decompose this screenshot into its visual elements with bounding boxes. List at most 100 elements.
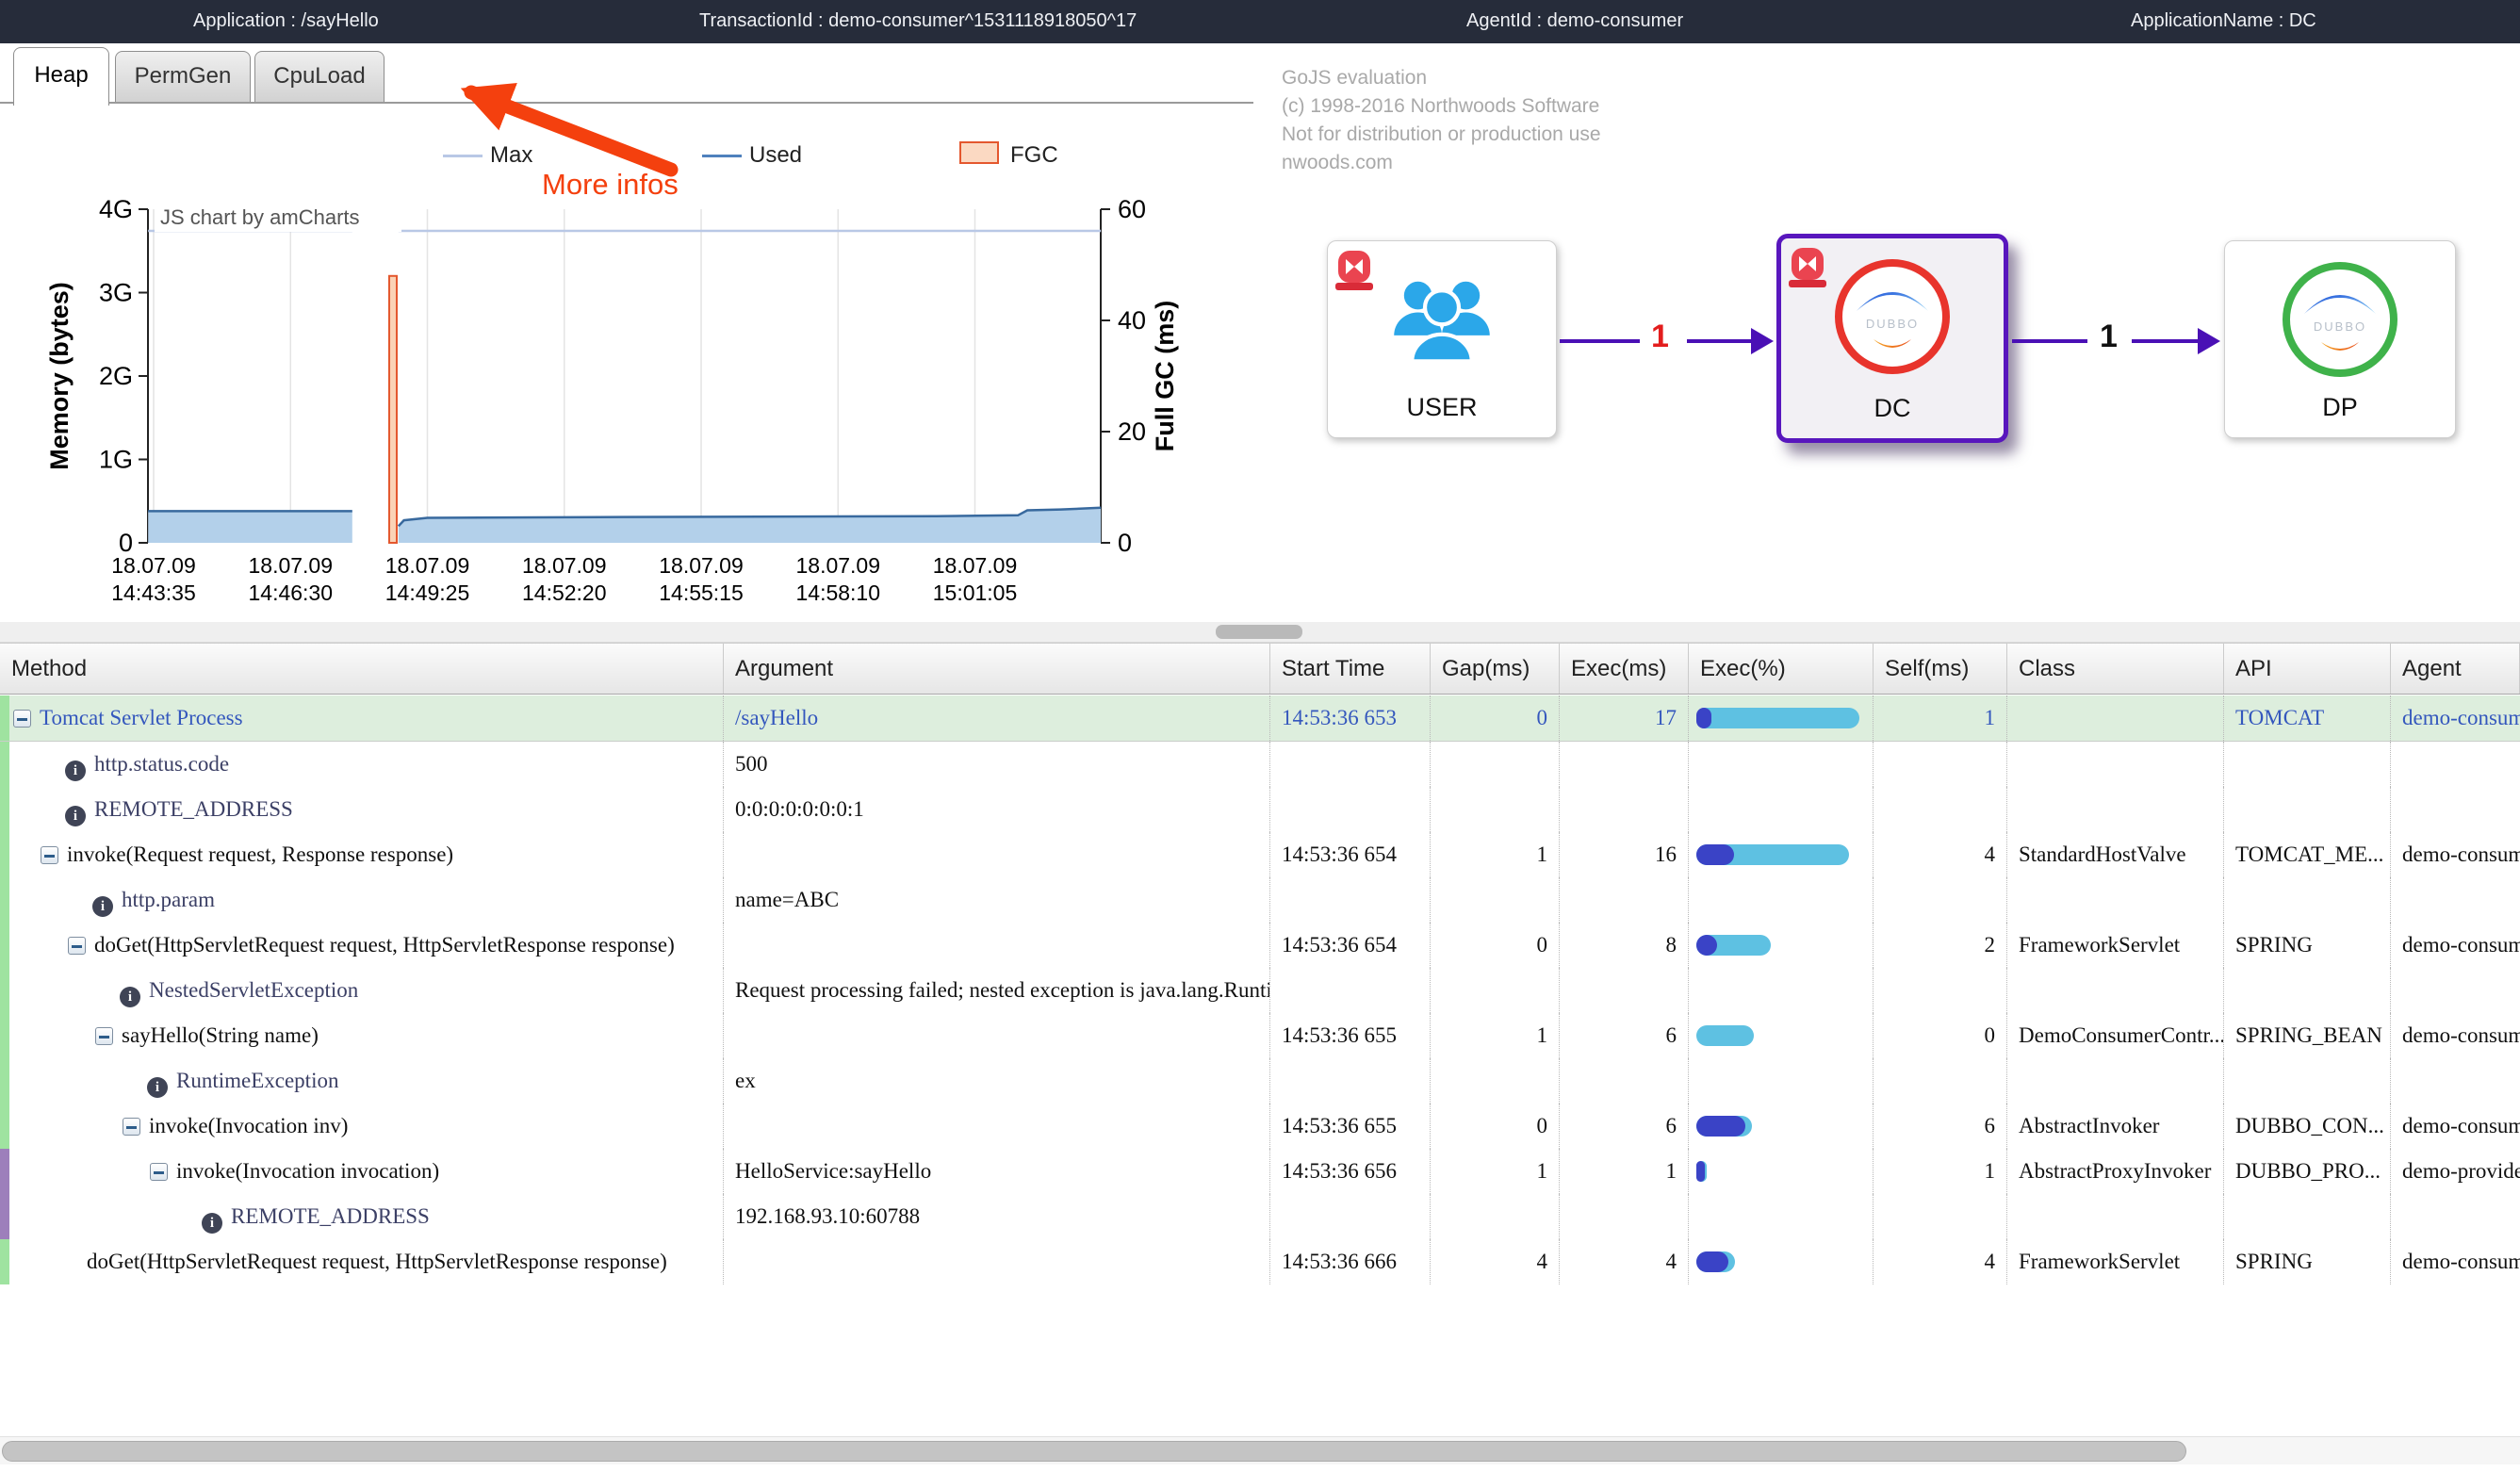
column-header-gap-ms-[interactable]: Gap(ms) bbox=[1431, 644, 1560, 694]
cell-agent bbox=[2391, 968, 2520, 1013]
exec-self-bar bbox=[1696, 1161, 1705, 1182]
agent-color-strip bbox=[0, 832, 9, 877]
legend-item-fgc[interactable]: FGC bbox=[1010, 142, 1058, 168]
cell-gap: 0 bbox=[1431, 1104, 1560, 1149]
table-row[interactable]: i REMOTE_ADDRESS 0:0:0:0:0:0:0:1 bbox=[0, 787, 2520, 832]
table-row[interactable]: doGet(HttpServletRequest request, HttpSe… bbox=[0, 1239, 2520, 1284]
table-row[interactable]: doGet(HttpServletRequest request, HttpSe… bbox=[0, 923, 2520, 968]
dubbo-logo-green-ring: DUBBO bbox=[2283, 262, 2397, 377]
dubbo-logo: DUBBO bbox=[2304, 295, 2376, 351]
legend-item-max[interactable]: Max bbox=[490, 142, 533, 168]
cell-method: i http.param bbox=[0, 877, 724, 923]
cell-gap: 0 bbox=[1431, 923, 1560, 968]
cell-exec-percent bbox=[1689, 787, 1874, 832]
cell-exec bbox=[1560, 787, 1689, 832]
svg-text:60: 60 bbox=[1118, 195, 1146, 223]
table-row[interactable]: invoke(Invocation inv) 14:53:36 655 0 6 6 Abs… bbox=[0, 1104, 2520, 1149]
column-header-api[interactable]: API bbox=[2224, 644, 2391, 694]
svg-text:3G: 3G bbox=[99, 279, 133, 307]
cell-exec-percent bbox=[1689, 877, 1874, 923]
svg-text:18.07.09: 18.07.09 bbox=[385, 553, 470, 578]
cell-exec bbox=[1560, 877, 1689, 923]
table-row[interactable]: Tomcat Servlet Process/sayHello 14:53:36 … bbox=[0, 695, 2520, 742]
cell-exec: 4 bbox=[1560, 1239, 1689, 1284]
svg-text:18.07.09: 18.07.09 bbox=[659, 553, 744, 578]
collapse-expander-icon[interactable] bbox=[13, 710, 31, 728]
node-user[interactable]: USER bbox=[1327, 240, 1557, 438]
table-row[interactable]: invoke(Request request, Response respons… bbox=[0, 832, 2520, 877]
cell-start-time: 14:53:36 653 bbox=[1270, 695, 1431, 741]
cell-start-time bbox=[1270, 968, 1431, 1013]
table-scrollbar-thumb[interactable] bbox=[1216, 625, 1302, 639]
table-row[interactable]: i RuntimeException ex bbox=[0, 1058, 2520, 1104]
cell-exec-percent bbox=[1689, 923, 1874, 968]
table-row[interactable]: i http.status.code 500 bbox=[0, 742, 2520, 787]
tab-heap[interactable]: Heap bbox=[13, 47, 109, 106]
method-label: NestedServletException bbox=[149, 978, 359, 1002]
edge-user-dc bbox=[1687, 339, 1751, 343]
info-icon: i bbox=[202, 1213, 222, 1234]
cell-start-time: 14:53:36 666 bbox=[1270, 1239, 1431, 1284]
column-header-exec-ms-[interactable]: Exec(ms) bbox=[1560, 644, 1689, 694]
cell-class bbox=[2007, 877, 2224, 923]
legend-line-max bbox=[443, 155, 483, 157]
column-header-agent[interactable]: Agent bbox=[2391, 644, 2520, 694]
cell-self: 6 bbox=[1874, 1104, 2007, 1149]
application-name-field: ApplicationName : DC bbox=[2131, 10, 2316, 31]
cell-class bbox=[2007, 968, 2224, 1013]
info-icon: i bbox=[65, 806, 86, 826]
cell-method: i REMOTE_ADDRESS bbox=[0, 787, 724, 832]
column-header-self-ms-[interactable]: Self(ms) bbox=[1874, 644, 2007, 694]
column-header-argument[interactable]: Argument bbox=[724, 644, 1270, 694]
cell-start-time: 14:53:36 656 bbox=[1270, 1149, 1431, 1194]
more-infos-annotation: More infos bbox=[542, 168, 679, 201]
calltree-header-row: Method Argument Start Time Gap(ms) Exec(ms) E… bbox=[0, 643, 2520, 695]
tab-permgen[interactable]: PermGen bbox=[115, 51, 251, 102]
table-row[interactable]: sayHello(String name) 14:53:36 655 1 6 0 Demo… bbox=[0, 1013, 2520, 1058]
column-header-class[interactable]: Class bbox=[2007, 644, 2224, 694]
method-label: invoke(Invocation invocation) bbox=[176, 1159, 440, 1183]
exec-self-bar bbox=[1696, 708, 1711, 728]
page-horizontal-scrollbar[interactable] bbox=[0, 1436, 2520, 1464]
cell-method: i REMOTE_ADDRESS bbox=[0, 1194, 724, 1239]
page-scrollbar-thumb[interactable] bbox=[2, 1441, 2186, 1462]
cell-method: doGet(HttpServletRequest request, HttpSe… bbox=[0, 923, 724, 968]
column-header-start-time[interactable]: Start Time bbox=[1270, 644, 1431, 694]
column-header-exec-[interactable]: Exec(%) bbox=[1689, 644, 1874, 694]
node-dc[interactable]: DUBBO DC bbox=[1776, 234, 2008, 443]
node-dp[interactable]: DUBBO DP bbox=[2224, 240, 2456, 438]
legend-item-used[interactable]: Used bbox=[749, 142, 803, 168]
agent-color-strip bbox=[0, 1149, 9, 1194]
cell-agent bbox=[2391, 742, 2520, 787]
tab-cpuload[interactable]: CpuLoad bbox=[254, 51, 385, 102]
cell-gap: 0 bbox=[1431, 695, 1560, 741]
cell-method: i RuntimeException bbox=[0, 1058, 724, 1104]
table-row[interactable]: i REMOTE_ADDRESS 192.168.93.10:60788 bbox=[0, 1194, 2520, 1239]
application-field: Application : /sayHello bbox=[193, 10, 379, 31]
cell-self bbox=[1874, 1194, 2007, 1239]
cell-agent: demo-consumer bbox=[2402, 1250, 2520, 1273]
cell-exec-percent bbox=[1689, 1239, 1874, 1284]
collapse-expander-icon[interactable] bbox=[95, 1027, 113, 1045]
collapse-expander-icon[interactable] bbox=[68, 937, 86, 955]
cell-exec-percent bbox=[1689, 1104, 1874, 1149]
cell-exec-percent bbox=[1689, 742, 1874, 787]
table-row[interactable]: i NestedServletException Request processin… bbox=[0, 968, 2520, 1013]
node-dc-label: DC bbox=[1874, 394, 1911, 422]
method-label: invoke(Invocation inv) bbox=[149, 1114, 349, 1137]
method-label: REMOTE_ADDRESS bbox=[94, 797, 293, 821]
collapse-expander-icon[interactable] bbox=[41, 846, 58, 864]
collapse-expander-icon[interactable] bbox=[123, 1118, 140, 1136]
edge-user-dc-count: 1 bbox=[1651, 319, 1669, 354]
cell-gap: 1 bbox=[1431, 1013, 1560, 1058]
table-horizontal-scrollbar[interactable] bbox=[0, 622, 2520, 643]
exec-self-bar bbox=[1696, 935, 1717, 956]
exec-self-bar bbox=[1696, 844, 1734, 865]
column-header-method[interactable]: Method bbox=[0, 644, 724, 694]
table-row[interactable]: invoke(Invocation invocation) HelloServic… bbox=[0, 1149, 2520, 1194]
table-row[interactable]: i http.param name=ABC bbox=[0, 877, 2520, 923]
edge-dc-dp-count: 1 bbox=[2100, 319, 2118, 354]
cell-exec-percent bbox=[1689, 968, 1874, 1013]
cell-argument bbox=[724, 1013, 1270, 1058]
collapse-expander-icon[interactable] bbox=[150, 1163, 168, 1181]
